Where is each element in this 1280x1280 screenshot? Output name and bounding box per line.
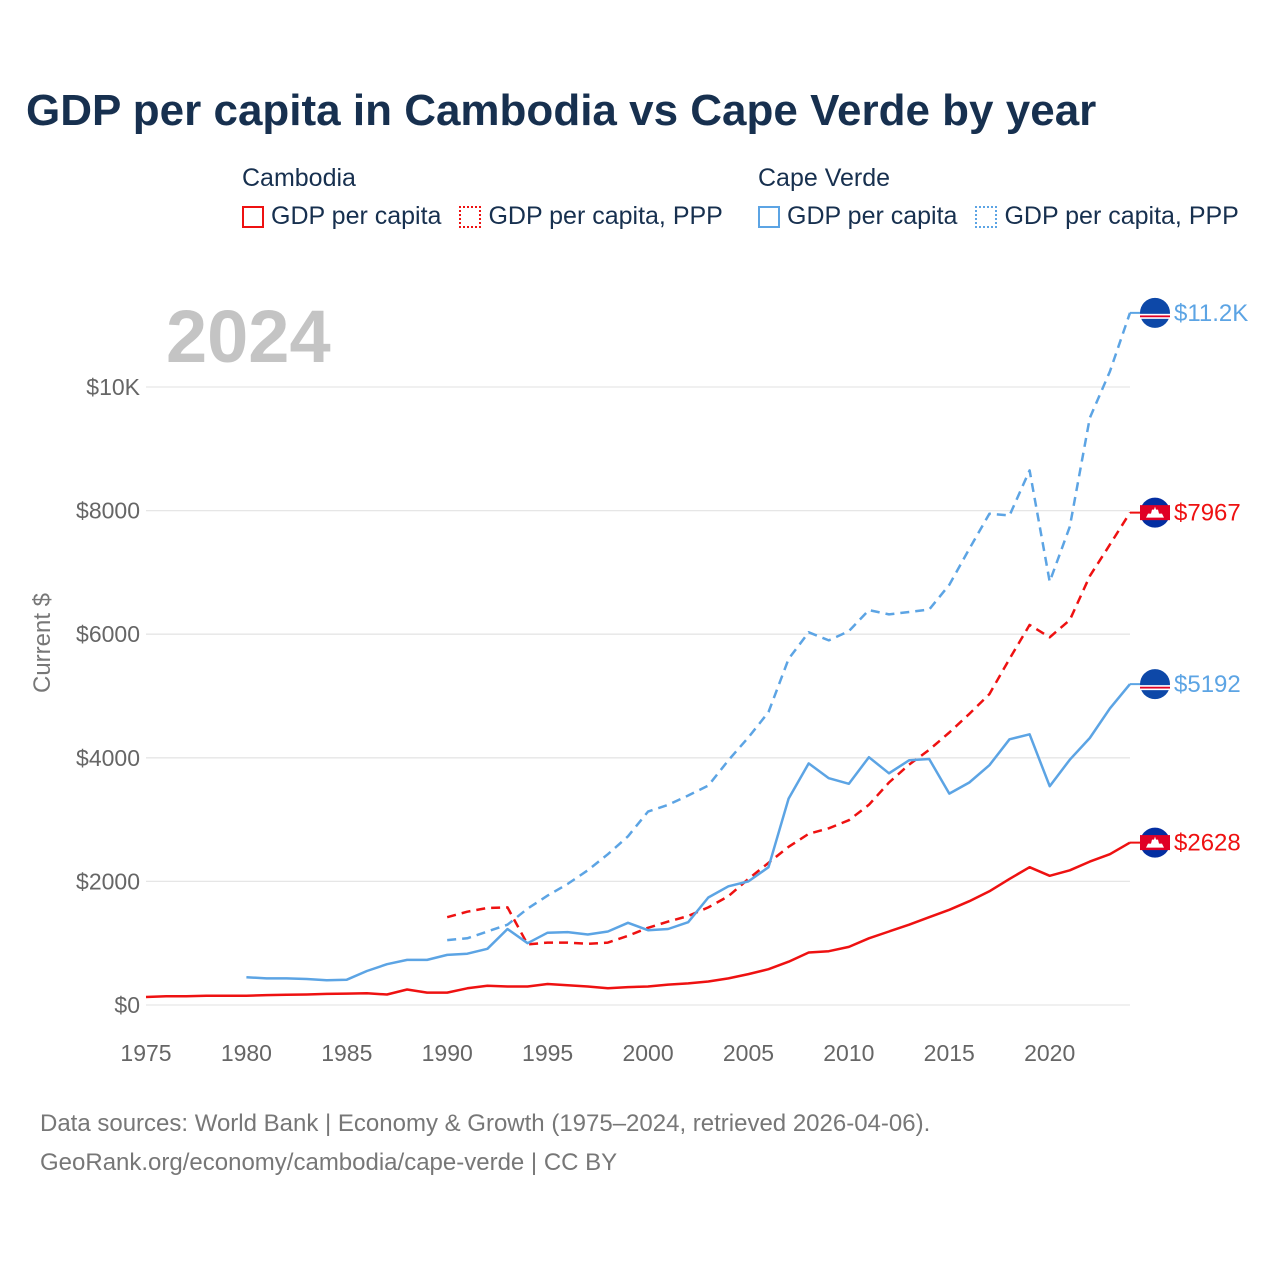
y-tick-label: $8000 <box>76 498 140 524</box>
flag-stripe-red <box>1140 686 1170 689</box>
end-value-label: $2628 <box>1174 830 1241 857</box>
y-tick-label: $10K <box>86 374 140 400</box>
legend-country-label: Cambodia <box>242 164 356 192</box>
flag-icon-cambodia <box>1140 497 1170 528</box>
footer: Data sources: World Bank | Economy & Gro… <box>40 1104 930 1182</box>
flag-background <box>1140 669 1170 700</box>
series-line-cambodia-gdp-per-capita-ppp <box>446 511 1132 946</box>
legend-country-label: Cape Verde <box>758 164 891 192</box>
legend-item-label: GDP per capita, PPP <box>488 202 723 230</box>
x-tick-label: 1980 <box>221 1040 272 1066</box>
x-tick-label: 2020 <box>1024 1040 1075 1066</box>
x-tick-label: 2010 <box>823 1040 874 1066</box>
flag-temple <box>1146 506 1164 518</box>
legend-item-cambodia-gdp[interactable]: GDP per capita <box>242 202 441 231</box>
end-value-label: $5192 <box>1174 671 1241 698</box>
legend-swatch-solid-blue <box>758 205 780 228</box>
flag-icon-cape-verde <box>1140 669 1170 700</box>
end-value-label: $11.2K <box>1174 300 1248 327</box>
legend-swatch-solid-red <box>242 205 264 228</box>
year-badge: 2024 <box>166 295 331 378</box>
flag-background <box>1140 297 1170 328</box>
flag-icon-cape-verde <box>1140 297 1170 328</box>
series-line-cape-verde-gdp-per-capita-ppp <box>447 312 1132 942</box>
legend-item-cape-verde-gdp-ppp[interactable]: GDP per capita, PPP <box>975 202 1239 231</box>
flag-icon-cambodia <box>1140 827 1170 858</box>
x-tick-label: 2005 <box>723 1040 774 1066</box>
footer-link[interactable]: GeoRank.org/economy/cambodia/cape-verde … <box>40 1149 618 1176</box>
legend-item-label: GDP per capita <box>271 202 442 230</box>
series-line-cambodia-gdp-per-capita <box>145 841 1131 999</box>
legend-swatch-dotted-red <box>459 205 482 228</box>
x-tick-label: 2000 <box>622 1040 673 1066</box>
end-value-label: $7967 <box>1174 500 1241 527</box>
x-tick-label: 1990 <box>422 1040 473 1066</box>
x-tick-label: 1995 <box>522 1040 573 1066</box>
legend-item-cambodia-gdp-ppp[interactable]: GDP per capita, PPP <box>459 202 723 231</box>
y-axis-label: Current $ <box>29 593 56 693</box>
x-tick-label: 2015 <box>924 1040 975 1066</box>
legend-item-label: GDP per capita <box>787 202 958 230</box>
flag-stripe-red <box>1140 315 1170 318</box>
series-line-cape-verde-gdp-per-capita <box>246 683 1131 982</box>
footer-sources: Data sources: World Bank | Economy & Gro… <box>40 1110 931 1137</box>
y-tick-label: $0 <box>114 992 140 1018</box>
legend-group-cambodia: Cambodia GDP per capita GDP per capita, … <box>242 160 723 231</box>
x-tick-label: 1975 <box>120 1040 171 1066</box>
legend-item-cape-verde-gdp[interactable]: GDP per capita <box>758 202 957 231</box>
x-tick-label: 1985 <box>321 1040 372 1066</box>
y-tick-label: $2000 <box>76 868 140 894</box>
legend-swatch-dotted-blue <box>975 205 998 228</box>
y-tick-label: $6000 <box>76 621 140 647</box>
legend-item-label: GDP per capita, PPP <box>1004 202 1239 230</box>
legend-group-cape-verde: Cape Verde GDP per capita GDP per capita… <box>758 160 1239 231</box>
y-tick-label: $4000 <box>76 745 140 771</box>
flag-temple <box>1146 836 1164 848</box>
chart-title: GDP per capita in Cambodia vs Cape Verde… <box>26 86 1097 135</box>
